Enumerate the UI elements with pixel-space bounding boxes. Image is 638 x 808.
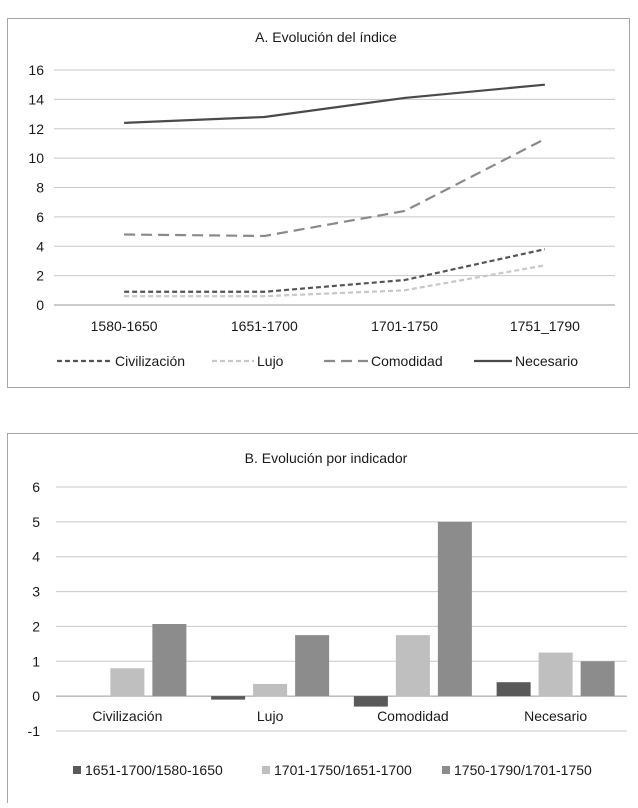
chart-b-legend-swatch [73, 766, 81, 774]
chart-a-legend-label: Necesario [515, 353, 578, 369]
chart-b: B. Evolución por indicador -1 0 1 2 3 4 5 6 Civ… [0, 390, 638, 803]
chart-b-ytick-label: 1 [32, 653, 40, 669]
chart-a-xtick-label: 1751_1790 [510, 318, 580, 334]
chart-b-bar [253, 684, 287, 696]
chart-a-panel: A. Evolución del índice 0 2 4 6 8 10 12 14 16 15… [0, 0, 638, 390]
chart-a-title: A. Evolución del índice [255, 29, 397, 45]
chart-a-ytick-label: 6 [36, 209, 44, 225]
chart-a-ytick-label: 8 [36, 180, 44, 196]
chart-b-legend-swatch [262, 766, 270, 774]
chart-b-legend-swatch [442, 766, 450, 774]
chart-b-bar [438, 522, 472, 696]
chart-a-ytick-label: 12 [28, 121, 44, 137]
chart-b-bar [211, 696, 245, 699]
chart-b-xtick-label: Lujo [257, 708, 284, 724]
chart-b-border [8, 434, 638, 804]
chart-b-bar [110, 668, 144, 696]
chart-a-xtick-label: 1701-1750 [371, 318, 438, 334]
chart-b-ytick-label: 5 [32, 514, 40, 530]
chart-b-bar [539, 653, 573, 697]
chart-b-ytick-label: 3 [32, 584, 40, 600]
chart-b-ytick-label: 0 [32, 688, 40, 704]
chart-b-panel: B. Evolución por indicador -1 0 1 2 3 4 5 6 Civ… [0, 390, 638, 803]
chart-a-xtick-label: 1651-1700 [231, 318, 298, 334]
chart-a-ytick-label: 2 [36, 268, 44, 284]
chart-b-legend-label: 1701-1750/1651-1700 [274, 762, 412, 778]
chart-b-ytick-label: 2 [32, 618, 40, 634]
chart-b-legend-label: 1750-1790/1701-1750 [454, 762, 592, 778]
chart-a-legend-label: Comodidad [371, 353, 443, 369]
chart-a-xtick-label: 1580-1650 [91, 318, 158, 334]
chart-b-ytick-label: -1 [28, 723, 41, 739]
chart-b-xtick-label: Necesario [524, 708, 587, 724]
chart-b-bar [581, 661, 615, 696]
chart-a-legend-label: Civilización [115, 353, 185, 369]
chart-b-xtick-label: Civilización [92, 708, 162, 724]
chart-b-title: B. Evolución por indicador [245, 450, 408, 466]
chart-b-ytick-label: 6 [32, 479, 40, 495]
chart-b-bar [354, 696, 388, 706]
chart-a-ytick-label: 4 [36, 238, 44, 254]
chart-a-legend-label: Lujo [257, 353, 284, 369]
chart-b-bar [497, 682, 531, 696]
chart-b-bar [152, 624, 186, 696]
chart-b-bar [396, 635, 430, 696]
chart-b-legend-label: 1651-1700/1580-1650 [85, 762, 223, 778]
chart-b-bar [295, 635, 329, 696]
chart-a-ytick-label: 10 [28, 150, 44, 166]
chart-a: A. Evolución del índice 0 2 4 6 8 10 12 14 16 15… [0, 0, 638, 390]
chart-a-ytick-label: 14 [28, 91, 44, 107]
chart-a-ytick-label: 16 [28, 62, 44, 78]
chart-b-ytick-label: 4 [32, 549, 40, 565]
chart-a-ytick-label: 0 [36, 297, 44, 313]
chart-b-xtick-label: Comodidad [377, 708, 449, 724]
